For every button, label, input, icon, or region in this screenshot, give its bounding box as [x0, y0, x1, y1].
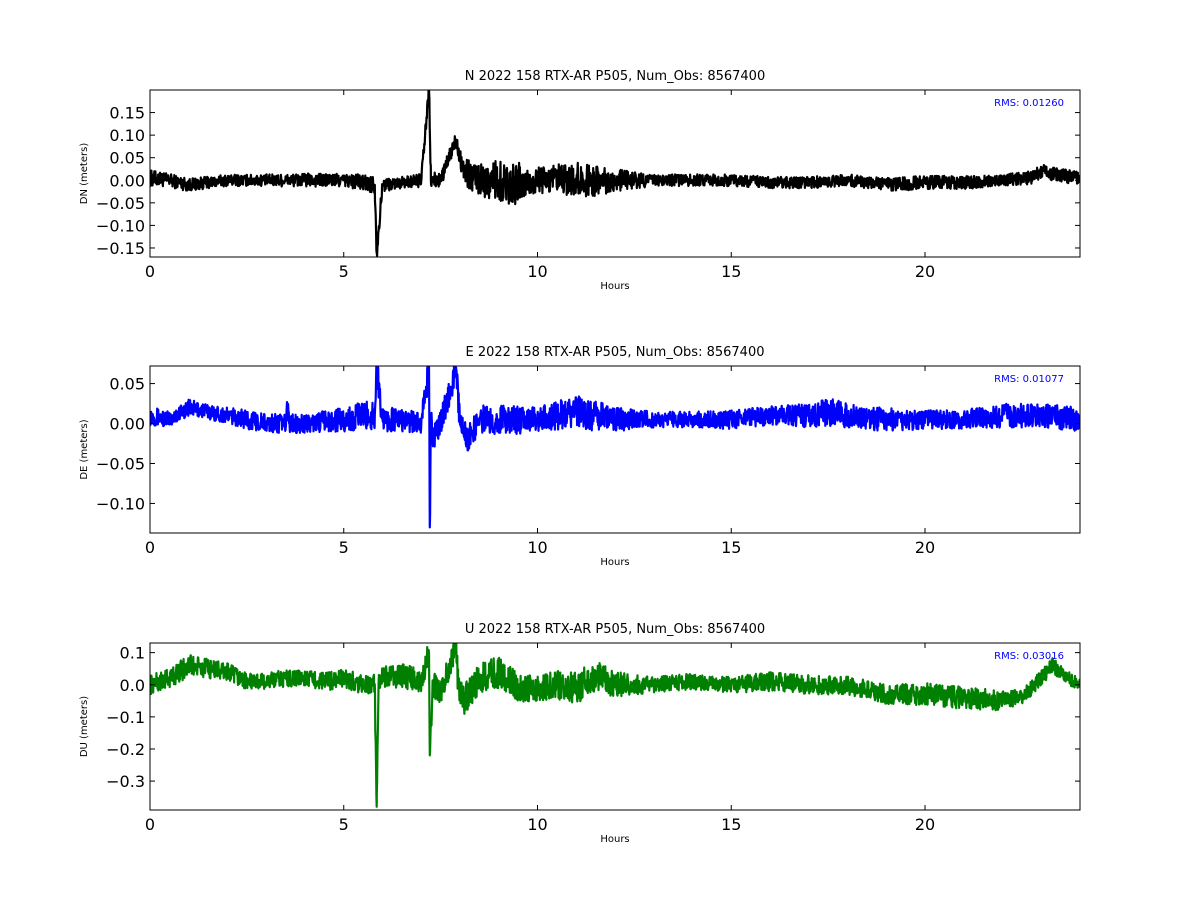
y-axis-label: DU (meters) [79, 696, 90, 757]
x-tick-label: 15 [721, 815, 741, 834]
subplot-1: 0 5 10 15 20 −0.15 −0.10 −0.05 0.00 0.05 0.10 0.15 N… [79, 69, 1081, 292]
x-tick-label: 20 [915, 815, 935, 834]
x-axis-label: Hours [600, 281, 629, 292]
y-axis-label: DE (meters) [79, 419, 90, 479]
series-group [150, 90, 1080, 257]
y-tick-label: −0.1 [106, 708, 145, 727]
y-tick-label: 0.1 [120, 644, 145, 663]
x-tick-label: 20 [915, 262, 935, 281]
x-tick-label: 20 [915, 538, 935, 557]
y-tick-label: −0.15 [96, 239, 145, 258]
y-tick-label: 0.10 [109, 126, 145, 145]
axes-frame [149, 89, 1081, 258]
y-tick-label: 0.05 [109, 375, 145, 394]
y-tick-label: −0.3 [106, 772, 145, 791]
x-tick-label: 0 [145, 262, 155, 281]
x-tick-label: 10 [527, 538, 547, 557]
x-tick-label: 0 [145, 538, 155, 557]
x-axis-label: Hours [600, 834, 629, 845]
subplot-2: 0 5 10 15 20 −0.10 −0.05 0.00 0.05 E 2022 158 RTX… [79, 345, 1081, 568]
x-tick-label: 15 [721, 538, 741, 557]
y-tick-label: 0.05 [109, 149, 145, 168]
series-group [150, 643, 1080, 808]
series-line-1 [150, 366, 1080, 529]
y-axis-label: DN (meters) [79, 143, 90, 205]
y-tick-label: −0.05 [96, 194, 145, 213]
x-tick-label: 5 [339, 538, 349, 557]
y-tick-label: 0.00 [109, 415, 145, 434]
x-tick-label: 15 [721, 262, 741, 281]
x-tick-label: 10 [527, 262, 547, 281]
x-tick-label: 10 [527, 815, 547, 834]
y-tick-label: 0.00 [109, 171, 145, 190]
y-tick-label: −0.10 [96, 216, 145, 235]
subplot-3: 0 5 10 15 20 −0.3 −0.2 −0.1 0.0 0.1 U 2022 158 RTX… [79, 622, 1081, 845]
series-line-1 [150, 90, 1080, 257]
rms-annotation: RMS: 0.03016 [994, 651, 1064, 662]
y-tick-label: −0.05 [96, 454, 145, 473]
x-axis-label: Hours [600, 557, 629, 568]
rms-annotation: RMS: 0.01077 [994, 374, 1064, 385]
series-group [150, 366, 1080, 529]
axes-frame [149, 642, 1081, 811]
chart-title: N 2022 158 RTX-AR P505, Num_Obs: 8567400 [465, 69, 765, 84]
y-tick-label: 0.0 [120, 676, 145, 695]
rms-annotation: RMS: 0.01260 [994, 98, 1064, 109]
y-tick-label: −0.10 [96, 494, 145, 513]
y-tick-label: 0.15 [109, 104, 145, 123]
x-tick-label: 5 [339, 262, 349, 281]
chart-title: U 2022 158 RTX-AR P505, Num_Obs: 8567400 [465, 622, 765, 637]
y-tick-label: −0.2 [106, 740, 145, 759]
chart-title: E 2022 158 RTX-AR P505, Num_Obs: 8567400 [466, 345, 765, 360]
axes-frame [149, 365, 1081, 534]
x-tick-label: 5 [339, 815, 349, 834]
series-line-1 [150, 643, 1080, 808]
x-tick-label: 0 [145, 815, 155, 834]
